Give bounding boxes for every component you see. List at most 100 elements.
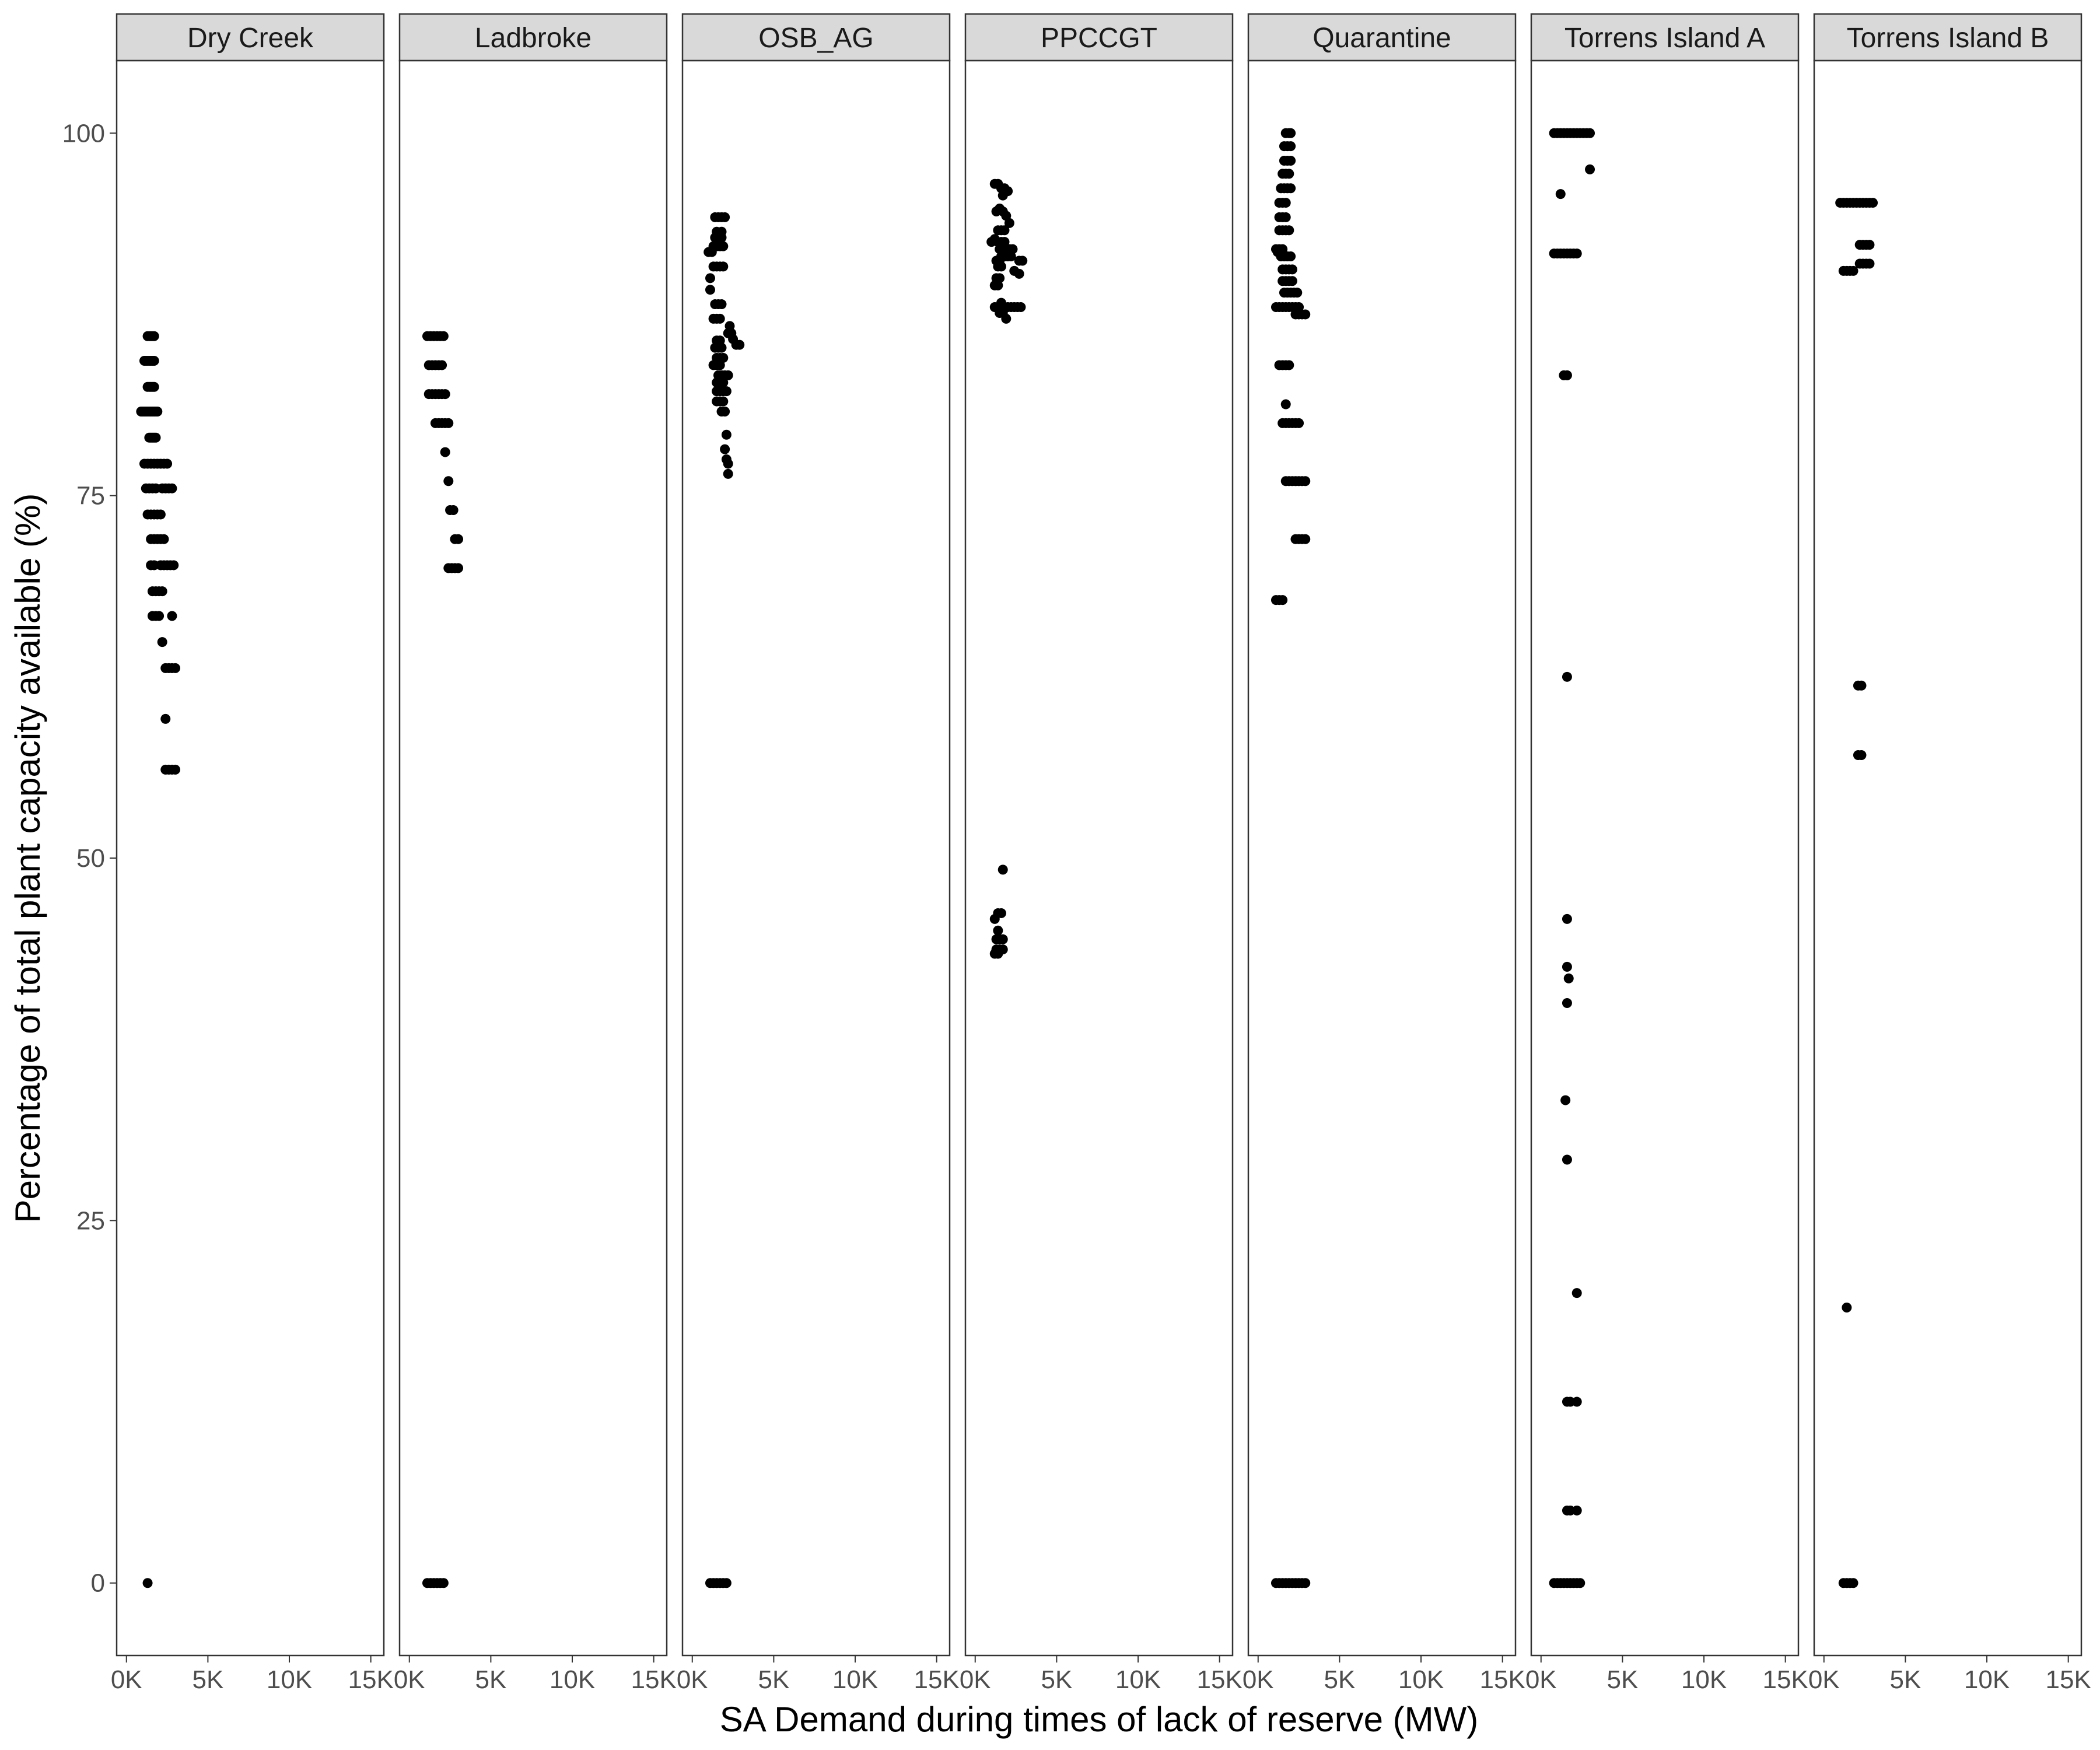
data-point [1280, 212, 1291, 222]
x-tick-label: 0K [677, 1665, 708, 1694]
facet-strip [1813, 13, 2082, 62]
data-point [152, 406, 163, 416]
panel-background [965, 61, 1233, 1656]
data-point [440, 389, 450, 400]
data-point [996, 908, 1006, 918]
data-point [167, 483, 177, 494]
x-tick-label: 5K [192, 1665, 223, 1694]
data-point [443, 418, 454, 428]
facet-strip-label: Ladbroke [475, 23, 592, 54]
facet-panel: Ladbroke 0K 5K 10K 15K [394, 13, 677, 1694]
data-point [1562, 370, 1572, 380]
data-point [1300, 1578, 1311, 1588]
data-point [1017, 256, 1028, 266]
facet-strip-label: PPCCGT [1041, 23, 1157, 54]
data-point [154, 611, 164, 621]
facet-panel: OSB_AG 0K 5K 10K 15K [677, 13, 960, 1694]
x-axis-title: SA Demand during times of lack of reserv… [720, 1700, 1478, 1739]
data-point [1562, 671, 1572, 682]
data-point [1575, 1578, 1586, 1588]
data-point [149, 331, 159, 341]
data-point [1585, 164, 1595, 174]
data-point [1560, 1095, 1571, 1105]
data-point [715, 360, 725, 370]
x-tick-label: 5K [475, 1665, 506, 1694]
x-tick-label: 10K [550, 1665, 595, 1694]
data-point [1014, 268, 1024, 279]
data-point [721, 1578, 732, 1588]
data-point [718, 261, 729, 272]
data-point [1001, 313, 1012, 324]
facet-panel: Torrens Island B 0K 5K 10K 15K [1808, 13, 2091, 1694]
data-point [1280, 198, 1291, 208]
y-tick-label: 25 [76, 1206, 105, 1235]
data-point [999, 225, 1010, 236]
x-tick-label: 10K [1398, 1665, 1444, 1694]
data-point [1856, 680, 1867, 691]
x-tick-label: 15K [914, 1665, 960, 1694]
y-tick-label: 0 [91, 1569, 105, 1598]
data-point [170, 764, 181, 775]
data-point [1287, 264, 1297, 275]
x-tick-label: 0K [394, 1665, 425, 1694]
data-point [1284, 360, 1294, 370]
x-tick-label: 15K [1197, 1665, 1242, 1694]
panel-border [1813, 60, 2082, 1657]
data-point [142, 1578, 153, 1588]
data-point [159, 534, 169, 544]
data-point [448, 505, 459, 515]
x-tick-label: 10K [1964, 1665, 2010, 1694]
data-point [1562, 998, 1572, 1009]
y-tick-label: 100 [62, 119, 105, 148]
data-point [998, 934, 1008, 944]
facet-panel: Dry Creek 0K 5K 10K 15K [111, 13, 394, 1694]
x-tick-label: 15K [348, 1665, 394, 1694]
data-point [1006, 251, 1016, 262]
data-point [170, 663, 181, 673]
x-tick-label: 5K [1324, 1665, 1355, 1694]
data-point [1848, 265, 1859, 276]
x-tick-label: 0K [1242, 1665, 1274, 1694]
x-tick-label: 5K [1606, 1665, 1638, 1694]
x-tick-label: 5K [1041, 1665, 1072, 1694]
data-point [169, 560, 179, 570]
data-point [155, 509, 166, 520]
data-point [720, 212, 730, 222]
facet-strip-label: Quarantine [1312, 23, 1451, 54]
data-point [1848, 1578, 1859, 1588]
data-point [1286, 155, 1296, 166]
panel-background [1248, 61, 1516, 1656]
facet-strip-label: OSB_AG [758, 23, 873, 54]
facet-panel: Torrens Island A 0K 5K 10K 15K [1525, 13, 1808, 1694]
data-point [1286, 251, 1296, 262]
data-point [1278, 595, 1288, 606]
x-tick-label: 0K [111, 1665, 142, 1694]
x-tick-label: 5K [1889, 1665, 1921, 1694]
data-point [1562, 1154, 1572, 1165]
data-point [453, 563, 464, 573]
y-axis-title: Percentage of total plant capacity avail… [8, 494, 47, 1223]
panel-background [117, 61, 384, 1656]
x-tick-label: 15K [1480, 1665, 1525, 1694]
data-point [1284, 225, 1294, 236]
x-tick-label: 5K [758, 1665, 789, 1694]
data-point [718, 377, 729, 388]
x-tick-label: 10K [1115, 1665, 1161, 1694]
data-point [1562, 961, 1572, 972]
panel-background [400, 61, 667, 1656]
data-point [716, 299, 727, 310]
data-point [705, 285, 715, 295]
data-point [1300, 476, 1311, 487]
data-point [453, 534, 464, 544]
data-point [720, 406, 730, 416]
y-tick-label: 75 [76, 482, 105, 510]
panel-border [398, 60, 668, 1657]
data-point [998, 190, 1008, 201]
x-tick-label: 10K [1681, 1665, 1727, 1694]
data-point [1016, 302, 1026, 313]
data-point [734, 340, 745, 350]
data-point [706, 247, 717, 257]
data-point [1004, 218, 1014, 228]
data-point [162, 459, 173, 469]
